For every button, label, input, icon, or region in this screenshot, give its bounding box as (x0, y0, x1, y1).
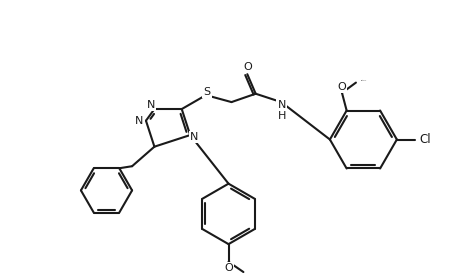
Text: methoxy: methoxy (361, 80, 367, 81)
Text: O: O (338, 82, 346, 92)
Text: N: N (135, 116, 143, 126)
Text: S: S (203, 87, 211, 97)
Text: O: O (224, 263, 233, 273)
Text: N
H: N H (277, 100, 286, 121)
Text: N: N (146, 100, 155, 110)
Text: Cl: Cl (419, 133, 430, 146)
Text: N: N (190, 132, 198, 142)
Text: O: O (243, 62, 252, 72)
